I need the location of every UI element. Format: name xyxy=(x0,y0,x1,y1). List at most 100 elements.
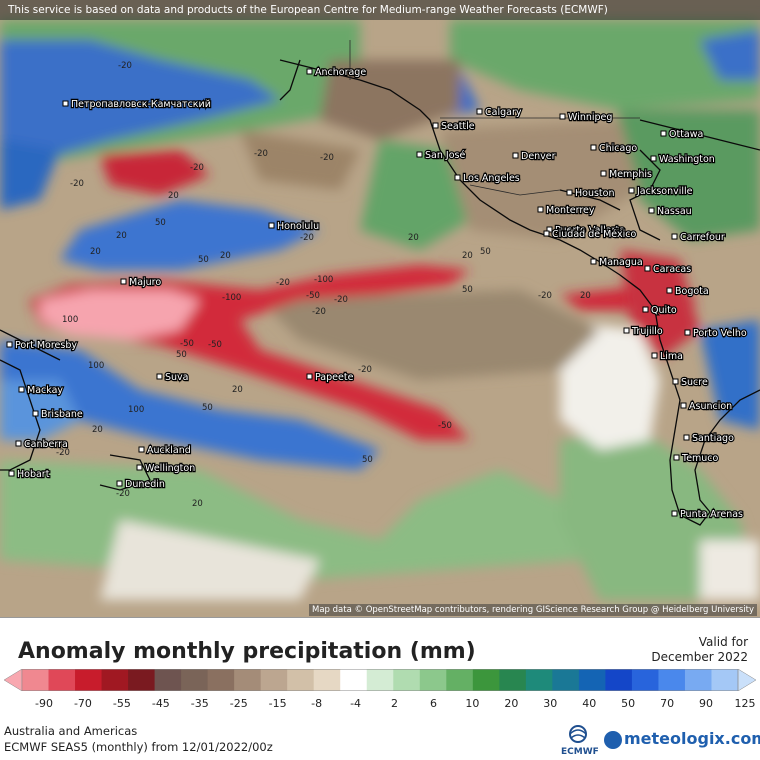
model-run-label: ECMWF SEAS5 (monthly) from 12/01/2022/00… xyxy=(4,740,273,754)
contour-label: -100 xyxy=(222,293,241,303)
city-label: Los Angeles xyxy=(463,173,520,184)
legend-title: Anomaly monthly precipitation (mm) xyxy=(18,639,476,664)
ecmwf-logo-icon[interactable] xyxy=(560,723,596,757)
city-label: Lima xyxy=(660,351,683,362)
contour-label: -20 xyxy=(70,179,84,189)
city-label: Quito xyxy=(651,305,677,316)
colorbar-swatch xyxy=(552,669,580,691)
colorbar-swatch xyxy=(75,669,103,691)
contour-label: -20 xyxy=(300,233,314,243)
contour-label: -20 xyxy=(116,489,130,499)
osm-credit[interactable]: Map data © OpenStreetMap contributors, r… xyxy=(309,604,757,616)
colorbar-tick-label: 40 xyxy=(582,697,597,710)
colorbar-tick-label: 30 xyxy=(543,697,558,710)
colorbar-tick-label: -8 xyxy=(311,697,323,710)
city-label: Suva xyxy=(165,372,189,383)
city-marker xyxy=(642,306,649,313)
city-marker xyxy=(268,222,275,229)
city-label: Ciudad de México xyxy=(552,229,636,240)
valid-date: December 2022 xyxy=(651,650,748,664)
colorbar-swatch xyxy=(101,669,129,691)
city-label: Papeete xyxy=(315,372,354,383)
city-label: Managua xyxy=(599,257,643,268)
meteologix-brand[interactable]: meteologix.com xyxy=(624,729,760,748)
city-marker xyxy=(537,206,544,213)
colorbar-swatch xyxy=(631,669,659,691)
colorbar-swatch xyxy=(340,669,368,691)
contour-label: -20 xyxy=(118,61,132,71)
colorbar-tick-label: -90 xyxy=(35,697,53,710)
colorbar-swatch xyxy=(525,669,553,691)
city-label: Washington xyxy=(659,154,715,165)
colorbar-swatch xyxy=(260,669,288,691)
contour-label: -50 xyxy=(180,339,194,349)
meteologix-logo-icon[interactable] xyxy=(604,731,622,749)
contour-label: 20 xyxy=(580,291,591,301)
city-label: Houston xyxy=(575,188,614,199)
valid-period: Valid for December 2022 xyxy=(651,635,748,665)
city-label: Carrefour xyxy=(680,232,725,243)
city-marker xyxy=(671,510,678,517)
contour-label: 20 xyxy=(192,499,203,509)
city-label: Dunedin xyxy=(125,479,165,490)
colorbar-tick-label: 125 xyxy=(734,697,756,710)
city-label: Calgary xyxy=(485,107,522,118)
city-label: Caracas xyxy=(653,264,691,275)
city-label: Monterrey xyxy=(546,205,595,216)
city-marker xyxy=(543,230,550,237)
city-marker xyxy=(660,130,667,137)
contour-label: -20 xyxy=(538,291,552,301)
city-marker xyxy=(623,327,630,334)
city-label: Jacksonville xyxy=(636,186,693,197)
precipitation-anomaly-map[interactable]: -20 -20 -20 20 50 20 -20 -20 20 50 -20 20 20 50 -100 -2… xyxy=(0,0,760,617)
contour-label: -50 xyxy=(208,340,222,350)
city-label: Denver xyxy=(521,151,556,162)
contour-label: 20 xyxy=(408,233,419,243)
city-label: Porto Velho xyxy=(693,328,747,339)
contour-label: -50 xyxy=(438,421,452,431)
city-marker xyxy=(590,258,597,265)
contour-label: 20 xyxy=(232,385,243,395)
contour-label: 20 xyxy=(116,231,127,241)
contour-label: -20 xyxy=(334,295,348,305)
city-marker xyxy=(138,446,145,453)
city-marker xyxy=(306,68,313,75)
colorbar-tick-label: 6 xyxy=(429,697,437,710)
contour-label: 50 xyxy=(480,247,491,257)
contour-label: -20 xyxy=(276,278,290,288)
ecmwf-attribution: This service is based on data and produc… xyxy=(0,0,760,20)
colorbar-swatch xyxy=(711,669,739,691)
contour-label: 50 xyxy=(155,218,166,228)
city-marker xyxy=(683,434,690,441)
city-label: Memphis xyxy=(609,169,652,180)
contour-label: -20 xyxy=(56,448,70,458)
city-label: Canberra xyxy=(24,439,68,450)
city-label: Hobart xyxy=(17,469,50,480)
contour-label: -20 xyxy=(358,365,372,375)
contour-label: 20 xyxy=(90,247,101,257)
city-label: Bogota xyxy=(675,286,709,297)
colorbar-tick-label: -55 xyxy=(112,697,131,710)
colorbar-max-arrow xyxy=(737,669,756,691)
colorbar-swatch xyxy=(48,669,76,691)
city-label: Asuncion xyxy=(689,401,732,412)
city-marker xyxy=(512,152,519,159)
colorbar-tick-label: -35 xyxy=(190,697,209,710)
city-label: Brisbane xyxy=(41,409,83,420)
city-label: Auckland xyxy=(147,445,191,456)
city-label: Port Moresby xyxy=(15,340,77,351)
colorbar-tick-label: 90 xyxy=(699,697,714,710)
city-label: Петропавловск-Камчатский xyxy=(71,99,211,110)
city-marker xyxy=(120,278,127,285)
colorbar-tick-label: 70 xyxy=(660,697,675,710)
contour-label: 100 xyxy=(62,315,78,325)
city-marker xyxy=(559,113,566,120)
contour-label: -20 xyxy=(190,163,204,173)
city-label: San José xyxy=(425,150,465,161)
colorbar-swatch xyxy=(605,669,633,691)
colorbar-tick-label: 10 xyxy=(465,697,480,710)
city-marker xyxy=(476,108,483,115)
contour-label: -20 xyxy=(320,153,334,163)
colorbar-swatch xyxy=(181,669,209,691)
